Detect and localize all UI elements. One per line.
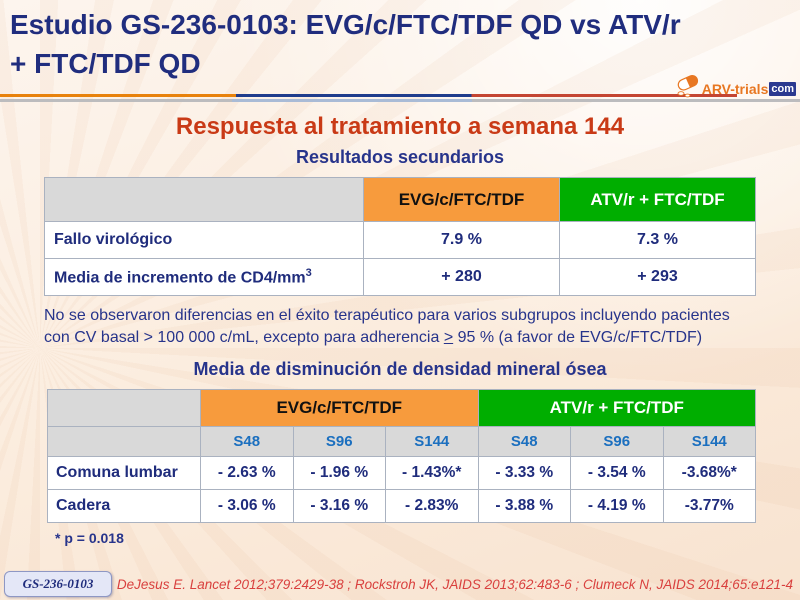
empty-header-cell	[44, 177, 364, 222]
section-title-secondary-results: Resultados secundarios	[295, 147, 505, 167]
cell-value: -3.77%	[662, 489, 756, 524]
table-row: Comuna lumbar - 2.63 % - 1.96 % - 1.43%*…	[47, 456, 756, 491]
table-group-header-row: EVG/c/FTC/TDF ATV/r + FTC/TDF	[47, 389, 756, 428]
cell-value: 7.9 %	[363, 221, 560, 259]
divider-line-top	[0, 94, 737, 97]
cell-value: + 293	[559, 258, 756, 296]
cell-value: - 3.16 %	[292, 489, 386, 524]
week-header: S48	[477, 426, 571, 458]
cell-value: - 1.96 %	[292, 456, 386, 491]
secondary-outcomes-table: EVG/c/FTC/TDF ATV/r + FTC/TDF Fallo viro…	[44, 177, 756, 296]
week-header: S144	[662, 426, 756, 458]
empty-header-cell	[47, 426, 201, 458]
row-label: Media de incremento de CD4/mm3	[44, 258, 364, 296]
table-row: Cadera - 3.06 % - 3.16 % - 2.83% - 3.88 …	[47, 489, 756, 524]
cell-value: - 1.43%*	[385, 456, 479, 491]
week-header: S96	[292, 426, 386, 458]
divider-line-bottom	[0, 99, 800, 102]
week-header: S144	[385, 426, 479, 458]
cell-value: - 3.88 %	[477, 489, 571, 524]
bone-density-table: EVG/c/FTC/TDF ATV/r + FTC/TDF S48 S96 S1…	[47, 389, 756, 524]
capsule-icon	[675, 74, 701, 103]
arv-trials-logo: ARV-trials com	[675, 74, 796, 103]
week-header: S48	[200, 426, 294, 458]
superscript: 3	[305, 266, 312, 279]
empty-header-cell	[47, 389, 201, 428]
cell-value: -3.68%*	[662, 456, 756, 491]
cell-value: + 280	[363, 258, 560, 296]
title-line-1: Estudio GS-236-0103: EVG/c/FTC/TDF QD vs…	[10, 9, 681, 40]
column-header-evg: EVG/c/FTC/TDF	[363, 177, 560, 222]
references-text: DeJesus E. Lancet 2012;379:2429-38 ; Roc…	[116, 577, 794, 592]
cell-value: - 3.06 %	[200, 489, 294, 524]
subgroup-note: No se observaron diferencias en el éxito…	[44, 307, 730, 346]
row-label: Fallo virológico	[44, 221, 364, 259]
group-header-evg: EVG/c/FTC/TDF	[200, 389, 479, 428]
logo-suffix: com	[769, 81, 796, 96]
cell-value: 7.3 %	[559, 221, 756, 259]
study-id-badge: GS-236-0103	[4, 571, 112, 597]
slide-body: Respuesta al tratamiento a semana 144 Re…	[0, 106, 800, 546]
group-header-atv: ATV/r + FTC/TDF	[477, 389, 756, 428]
page-title: Estudio GS-236-0103: EVG/c/FTC/TDF QD vs…	[10, 5, 796, 83]
table-row: Media de incremento de CD4/mm3 + 280 + 2…	[44, 258, 756, 296]
logo-text: ARV-trials	[701, 80, 769, 97]
row-label: Cadera	[47, 489, 201, 524]
title-line-2: + FTC/TDF QD	[10, 48, 201, 79]
section-title-bone-density: Media de disminución de densidad mineral…	[193, 359, 607, 380]
p-value-footnote: * p = 0.018	[55, 530, 124, 547]
slide-subtitle: Respuesta al tratamiento a semana 144	[175, 113, 625, 140]
table-week-header-row: S48 S96 S144 S48 S96 S144	[47, 426, 756, 458]
row-label: Comuna lumbar	[47, 456, 201, 491]
column-header-atv: ATV/r + FTC/TDF	[559, 177, 756, 222]
table-row: Fallo virológico 7.9 % 7.3 %	[44, 221, 756, 259]
cell-value: - 2.83%	[385, 489, 479, 524]
greater-equal-symbol: >	[443, 328, 454, 346]
cell-value: - 2.63 %	[200, 456, 294, 491]
cell-value: - 4.19 %	[570, 489, 664, 524]
table-header-row: EVG/c/FTC/TDF ATV/r + FTC/TDF	[44, 177, 756, 222]
cell-value: - 3.54 %	[570, 456, 664, 491]
cell-value: - 3.33 %	[477, 456, 571, 491]
week-header: S96	[570, 426, 664, 458]
